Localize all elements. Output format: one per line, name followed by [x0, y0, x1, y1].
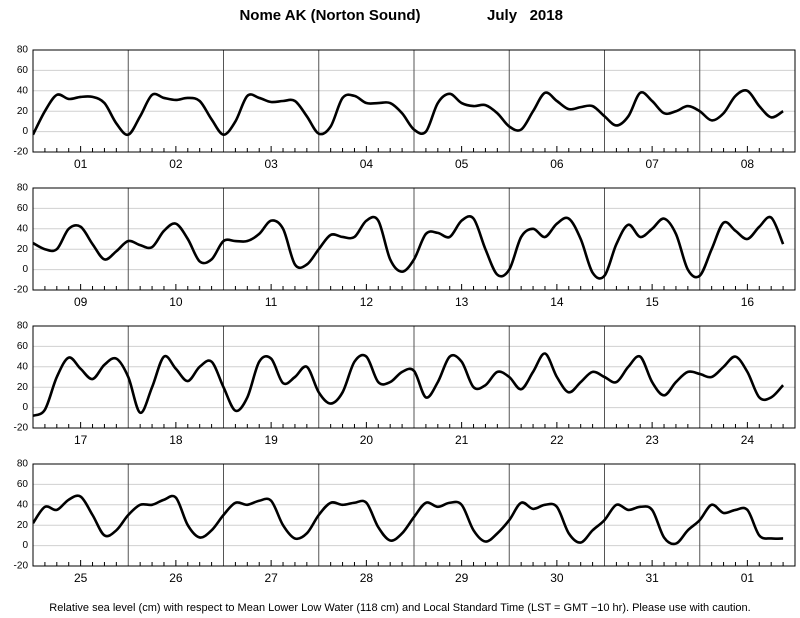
x-tick-label: 19 [264, 433, 278, 447]
x-tick-label: 16 [741, 295, 755, 309]
y-tick-label: -20 [14, 423, 29, 434]
x-tick-label: 13 [455, 295, 469, 309]
x-tick-label: 25 [74, 571, 88, 585]
x-tick-label: 03 [264, 157, 278, 171]
plot-frame [32, 463, 796, 567]
x-tick-label: 18 [169, 433, 183, 447]
y-tick-label: 20 [17, 382, 29, 393]
x-tick-label: 30 [550, 571, 564, 585]
x-tick-label: 10 [169, 295, 183, 309]
x-tick-label: 01 [741, 571, 755, 585]
x-tick-label: 28 [360, 571, 374, 585]
x-tick-label: 15 [645, 295, 659, 309]
y-tick-label: 60 [17, 203, 29, 214]
y-tick-label: -20 [14, 147, 29, 158]
tide-line [33, 89, 784, 137]
y-tick-label: 80 [17, 45, 29, 56]
chart-date: July 2018 [487, 7, 563, 24]
x-tick-label: 08 [741, 157, 755, 171]
tide-line [33, 494, 784, 546]
x-tick-label: 31 [645, 571, 659, 585]
tide-line [33, 352, 785, 417]
y-tick-label: 40 [17, 361, 29, 372]
x-tick-label: 20 [360, 433, 374, 447]
plot-frame [32, 187, 796, 291]
y-tick-label: 0 [22, 126, 28, 137]
x-tick-label: 09 [74, 295, 88, 309]
y-tick-label: 60 [17, 341, 29, 352]
y-tick-label: 60 [17, 65, 29, 76]
x-tick-label: 01 [74, 157, 88, 171]
x-tick-label: 04 [360, 157, 374, 171]
y-tick-label: 60 [17, 479, 29, 490]
x-tick-label: 17 [74, 433, 88, 447]
y-tick-label: 40 [17, 223, 29, 234]
x-tick-label: 22 [550, 433, 564, 447]
x-tick-label: 23 [645, 433, 659, 447]
plot-frame [32, 49, 796, 153]
y-tick-label: 20 [17, 106, 29, 117]
x-tick-label: 24 [741, 433, 755, 447]
y-tick-label: 40 [17, 85, 29, 96]
x-tick-label: 05 [455, 157, 469, 171]
x-tick-label: 27 [264, 571, 278, 585]
y-tick-label: -20 [14, 285, 29, 296]
y-tick-label: 40 [17, 499, 29, 510]
y-tick-label: 20 [17, 520, 29, 531]
x-tick-label: 06 [550, 157, 564, 171]
tide-line [33, 215, 785, 280]
y-tick-label: -20 [14, 561, 29, 572]
y-tick-label: 80 [17, 183, 29, 194]
y-tick-label: 80 [17, 321, 29, 332]
y-tick-label: 0 [22, 402, 28, 413]
y-tick-label: 20 [17, 244, 29, 255]
x-tick-label: 07 [645, 157, 659, 171]
x-tick-label: 29 [455, 571, 469, 585]
x-tick-label: 26 [169, 571, 183, 585]
x-tick-label: 02 [169, 157, 183, 171]
x-tick-label: 21 [455, 433, 469, 447]
footer-note: Relative sea level (cm) with respect to … [49, 602, 750, 614]
chart-title: Nome AK (Norton Sound) [239, 7, 420, 24]
x-tick-label: 14 [550, 295, 564, 309]
y-tick-label: 0 [22, 540, 28, 551]
y-tick-label: 80 [17, 459, 29, 470]
plot-frame [32, 325, 796, 429]
x-tick-label: 11 [265, 295, 278, 309]
x-tick-label: 12 [360, 295, 374, 309]
y-tick-label: 0 [22, 264, 28, 275]
